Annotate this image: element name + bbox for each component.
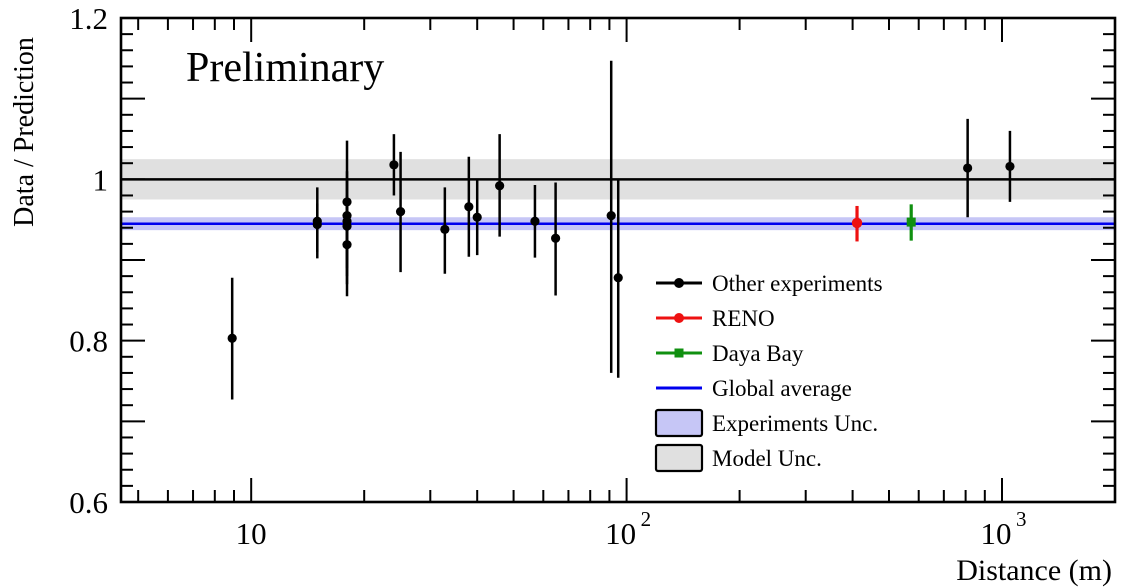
legend-entry: Experiments Unc. — [654, 408, 878, 438]
data-marker — [227, 333, 237, 343]
x-tick-exponent: 2 — [641, 507, 652, 531]
y-tick-label: 1 — [93, 162, 109, 197]
legend-entry: Model Unc. — [654, 443, 822, 473]
legend-entry: Daya Bay — [656, 341, 804, 366]
data-marker — [906, 217, 916, 227]
legend-entry: Other experiments — [656, 271, 883, 296]
y-tick-label: 0.8 — [69, 324, 108, 359]
data-marker — [963, 163, 973, 173]
legend-label: Daya Bay — [712, 341, 804, 366]
preliminary-annotation: Preliminary — [186, 45, 384, 91]
data-point — [551, 182, 561, 296]
data-marker — [312, 216, 322, 226]
data-marker — [606, 211, 616, 221]
data-marker — [530, 216, 540, 226]
data-point — [342, 199, 352, 297]
x-tick-exponent: 3 — [1016, 507, 1027, 531]
data-point — [440, 187, 450, 274]
data-marker — [551, 233, 561, 243]
legend-marker — [674, 278, 684, 288]
legend-entry: RENO — [656, 306, 775, 331]
legend-swatch — [654, 443, 704, 473]
x-tick-label: 10 — [605, 516, 636, 551]
axis-ticks — [121, 17, 1116, 503]
legend-label: Model Unc. — [712, 446, 822, 471]
data-marker — [342, 240, 352, 250]
data-point — [495, 134, 505, 237]
data-marker — [472, 212, 482, 222]
data-marker — [495, 181, 505, 191]
data-marker — [395, 207, 406, 217]
data-point — [1005, 130, 1015, 202]
data-point — [613, 179, 623, 378]
data-point — [606, 60, 616, 373]
legend-marker — [674, 348, 684, 358]
legend-marker — [674, 313, 684, 323]
data-marker — [440, 224, 450, 234]
x-tick-label: 10 — [980, 516, 1011, 551]
legend-entry: Global average — [656, 376, 852, 401]
y-tick-label: 0.6 — [69, 485, 108, 520]
data-marker — [851, 217, 863, 229]
data-points — [227, 60, 1015, 400]
data-point — [312, 203, 322, 252]
x-axis-label: Distance (m) — [956, 554, 1112, 587]
data-marker — [389, 160, 399, 170]
x-tick-label: 10 — [236, 516, 267, 551]
y-axis-label: Data / Prediction — [9, 37, 40, 227]
legend-label: Global average — [712, 376, 852, 401]
data-marker — [613, 273, 623, 283]
data-marker — [1005, 161, 1015, 172]
tick-labels: 10 10 2 10 30.60.811.2 — [69, 1, 1026, 551]
legend-label: RENO — [712, 306, 775, 331]
data-point — [851, 205, 863, 242]
data-point — [530, 184, 540, 258]
legend-label: Experiments Unc. — [712, 411, 878, 436]
legend-label: Other experiments — [712, 271, 883, 296]
legend-swatch — [654, 408, 704, 438]
data-point — [906, 204, 916, 241]
data-point — [963, 118, 973, 218]
data-point — [227, 277, 237, 400]
data-point — [464, 156, 474, 257]
y-tick-label: 1.2 — [69, 1, 108, 36]
data-point — [389, 134, 399, 196]
data-point — [472, 179, 482, 256]
data-point — [395, 151, 406, 273]
legend: Other experiments RENO Daya Bay Global aver… — [654, 271, 883, 473]
data-marker — [464, 202, 474, 212]
